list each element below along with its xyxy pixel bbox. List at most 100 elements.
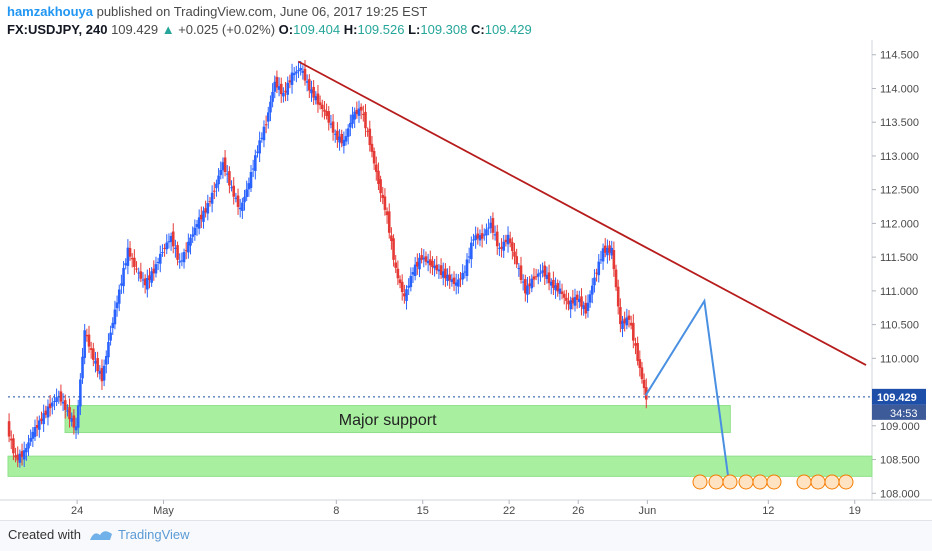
candle-body — [171, 231, 175, 247]
y-tick-label: 112.500 — [880, 185, 919, 197]
candle-body — [413, 264, 417, 276]
candle-body — [513, 251, 516, 257]
candle-body — [66, 410, 69, 412]
candle-body — [187, 241, 190, 253]
event-flag-icon — [810, 474, 826, 490]
y-tick-label: 114.000 — [880, 83, 919, 95]
candle-body — [418, 257, 421, 270]
candle-body — [463, 271, 467, 273]
candle-body — [83, 330, 86, 358]
candle-body — [236, 195, 240, 207]
candle-body — [158, 253, 162, 264]
last-price: 109.429 — [111, 22, 159, 37]
candle-body — [506, 234, 510, 245]
x-tick-label: 24 — [71, 505, 83, 517]
candle-body — [46, 406, 50, 418]
candle-body — [590, 285, 594, 295]
candle-body — [275, 76, 279, 88]
candle-body — [165, 242, 169, 250]
candle-body — [383, 196, 387, 210]
candle-body — [87, 334, 91, 347]
countdown-label: 34:53 — [890, 408, 918, 420]
candle-body — [215, 183, 218, 189]
chart-header: hamzakhouya published on TradingView.com… — [0, 0, 932, 40]
candle-body — [312, 86, 315, 98]
candle-body — [608, 245, 611, 253]
tradingview-brand[interactable]: TradingView — [118, 527, 190, 542]
candle-body — [349, 122, 352, 128]
price-chart[interactable]: Major support 114.500 114.000 113.500 113.00… — [0, 40, 932, 520]
y-tick-label: 108.500 — [880, 455, 920, 467]
candle-body — [539, 272, 542, 274]
candle-body — [599, 259, 603, 261]
candle-body — [20, 451, 24, 457]
candle-body — [472, 239, 475, 241]
candle-body — [204, 208, 207, 213]
candle-body — [174, 247, 177, 249]
candle-body — [578, 298, 581, 303]
candle-body — [441, 271, 445, 278]
candle-body — [318, 102, 322, 106]
candle-body — [61, 401, 65, 404]
candle-body — [167, 241, 171, 243]
author-link[interactable]: hamzakhouya — [7, 4, 93, 19]
candle-body — [621, 320, 624, 329]
candle-body — [256, 151, 259, 153]
candle-body — [359, 106, 363, 111]
candle-body — [636, 343, 639, 361]
event-flag-icon — [722, 474, 738, 490]
candle-body — [176, 245, 179, 260]
candle-body — [478, 235, 482, 241]
candle-body — [89, 348, 93, 350]
price-tag — [872, 388, 926, 405]
candle-body — [200, 214, 203, 220]
candle-body — [243, 196, 246, 203]
candle-body — [63, 400, 67, 410]
y-tick-label: 110.500 — [880, 320, 919, 332]
x-tick-label: 26 — [572, 505, 584, 517]
candle-body — [292, 73, 296, 76]
candle-body — [16, 454, 20, 461]
candle-body — [396, 268, 400, 279]
published-text: published on TradingView.com, June 06, 2… — [92, 4, 428, 19]
candle-body — [92, 348, 95, 360]
candle-body — [515, 256, 518, 265]
x-tick-label: 15 — [417, 505, 429, 517]
candle-body — [308, 79, 311, 91]
candle-body — [638, 359, 642, 369]
candle-body — [230, 187, 233, 189]
candle-body — [372, 150, 376, 164]
candle-body — [500, 246, 503, 249]
candle-body — [14, 455, 17, 458]
candle-body — [331, 121, 335, 133]
candle-body — [290, 72, 294, 85]
candle-body — [545, 274, 549, 280]
candle-body — [70, 418, 74, 422]
candle-body — [31, 431, 35, 439]
candle-body — [122, 267, 125, 287]
candle-body — [299, 67, 302, 71]
candle-body — [482, 234, 486, 236]
candle-body — [498, 247, 501, 249]
countdown-tag — [872, 404, 926, 420]
candle-body — [223, 157, 227, 173]
candle-body — [606, 247, 609, 256]
chart-area[interactable]: Major support 114.500 114.000 113.500 113.00… — [0, 40, 932, 520]
candle-body — [532, 276, 536, 280]
support-zone — [64, 405, 731, 434]
candle-body — [493, 234, 497, 236]
candle-body — [320, 104, 324, 110]
candle-body — [68, 407, 71, 420]
y-tick-label: 113.000 — [880, 151, 919, 163]
candle-body — [387, 211, 391, 233]
candle-body — [238, 207, 242, 210]
candle-body — [416, 261, 419, 267]
candle-body — [282, 92, 285, 97]
candle-body — [619, 307, 622, 325]
candle-body — [379, 179, 382, 194]
candle-body — [206, 203, 210, 214]
candle-body — [562, 293, 566, 298]
event-flag-icon — [738, 474, 754, 490]
candle-body — [96, 358, 99, 372]
candle-body — [38, 420, 41, 430]
